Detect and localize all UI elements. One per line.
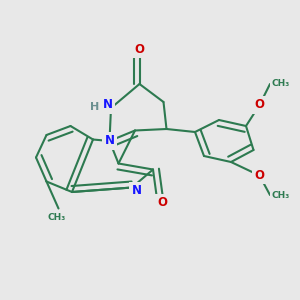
Text: O: O	[254, 98, 265, 112]
Text: O: O	[254, 169, 265, 182]
Text: CH₃: CH₃	[272, 80, 290, 88]
Text: N: N	[103, 98, 113, 112]
Text: H: H	[90, 101, 99, 112]
Text: O: O	[157, 196, 167, 209]
Text: O: O	[134, 43, 145, 56]
Text: N: N	[104, 134, 115, 148]
Text: CH₃: CH₃	[48, 213, 66, 222]
Text: CH₃: CH₃	[272, 190, 290, 200]
Text: N: N	[131, 184, 142, 197]
